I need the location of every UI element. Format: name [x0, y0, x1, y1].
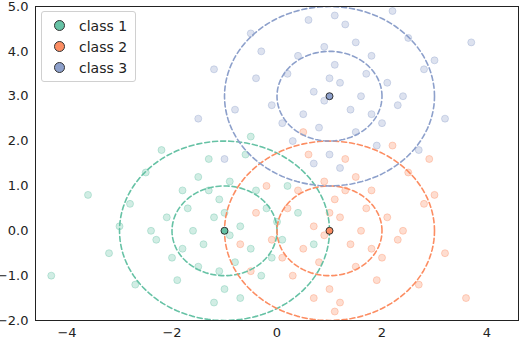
svg-text:−4: −4: [57, 325, 76, 340]
svg-text:2: 2: [378, 325, 386, 340]
svg-text:5.0: 5.0: [8, 0, 29, 14]
svg-text:4.0: 4.0: [8, 44, 29, 59]
svg-text:0.0: 0.0: [8, 223, 29, 238]
svg-text:−2: −2: [162, 325, 181, 340]
svg-text:4: 4: [483, 325, 491, 340]
svg-text:2.0: 2.0: [8, 133, 29, 148]
html-text:class 3: class 3: [79, 59, 128, 76]
svg-text:0: 0: [273, 325, 281, 340]
svg-text:3.0: 3.0: [8, 88, 29, 103]
html-text:class 1: class 1: [79, 17, 128, 34]
svg-text:1.0: 1.0: [8, 178, 29, 193]
html-text:class 2: class 2: [79, 38, 128, 55]
svg-text:−1.0: −1.0: [0, 268, 29, 283]
svg-text:−2.0: −2.0: [0, 313, 29, 328]
